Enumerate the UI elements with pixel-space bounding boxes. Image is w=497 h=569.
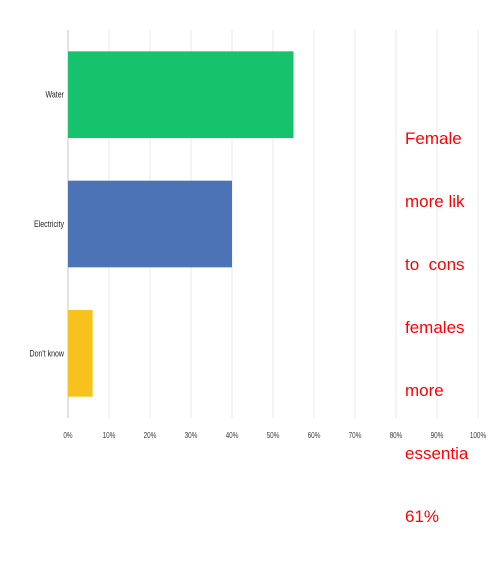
annotation-line-2: more lik [405,192,465,211]
annotation-line-1: Female [405,129,462,148]
category-label: Don't know [30,347,65,358]
x-tick-label: 100% [470,430,487,440]
bar-electricity [68,180,232,268]
annotation-line-4: females [405,318,465,337]
bar-water [68,51,294,138]
x-tick-label: 30% [185,430,198,440]
category-label: Water [46,89,65,100]
x-tick-label: 0% [63,430,73,440]
chart: Water Electricity Don't know 0% 10% 20% 30% 40%… [30,30,487,526]
x-tick-label: 70% [349,430,362,440]
annotation-line-6: essentia [405,444,469,463]
annotation-line-5: more [405,381,444,400]
bar-chart-svg: Water Electricity Don't know 0% 10% 20% 30% 40%… [30,30,487,440]
x-tick-label: 20% [144,430,157,440]
category-label: Electricity [34,218,65,229]
x-tick-label: 60% [308,430,321,440]
chart-annotation: Female more lik to cons females more ess… [405,86,497,569]
annotation-line-3: to cons [405,255,465,274]
x-tick-label: 40% [226,430,239,440]
x-tick-label: 10% [103,430,116,440]
x-tick-label: 90% [431,430,444,440]
annotation-line-7: 61% [405,507,440,526]
x-tick-label: 80% [390,430,403,440]
bar-don-t-know [68,310,93,397]
x-tick-label: 50% [267,430,280,440]
